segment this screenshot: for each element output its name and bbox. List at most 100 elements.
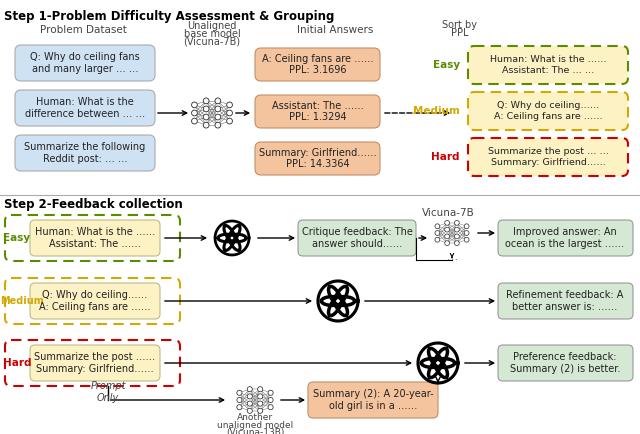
Circle shape (215, 122, 221, 128)
FancyBboxPatch shape (255, 95, 380, 128)
Circle shape (445, 220, 449, 225)
Text: Vicuna-7B: Vicuna-7B (422, 208, 474, 218)
FancyBboxPatch shape (498, 345, 633, 381)
Circle shape (258, 387, 263, 392)
Text: Easy: Easy (3, 233, 31, 243)
Circle shape (247, 401, 252, 406)
Text: Human: What is the
difference between … …: Human: What is the difference between … … (25, 97, 145, 119)
Circle shape (227, 118, 232, 124)
Text: Summarize the post … …
Summary: Girlfriend……: Summarize the post … … Summary: Girlfrie… (488, 147, 609, 167)
Circle shape (204, 122, 209, 128)
Text: Q: Why do ceiling fans
and many larger … …: Q: Why do ceiling fans and many larger …… (30, 52, 140, 74)
Text: Summary (2): A 20-year-
old girl is in a ……: Summary (2): A 20-year- old girl is in a… (313, 389, 433, 411)
Circle shape (204, 98, 209, 104)
Text: Summarize the following
Reddit post: … …: Summarize the following Reddit post: … … (24, 142, 146, 164)
Text: Summarize the post ……
Summary: Girlfriend……: Summarize the post …… Summary: Girlfrien… (35, 352, 156, 374)
Circle shape (247, 394, 252, 399)
Text: (Vicuna-7B): (Vicuna-7B) (184, 37, 241, 47)
Circle shape (237, 398, 242, 403)
Text: Human: What is the ……
Assistant: The … …: Human: What is the …… Assistant: The … … (490, 55, 606, 75)
FancyBboxPatch shape (255, 142, 380, 175)
FancyBboxPatch shape (15, 135, 155, 171)
Text: A: Ceiling fans are ……
PPL: 3.1696: A: Ceiling fans are …… PPL: 3.1696 (262, 54, 373, 76)
Text: Improved answer: An
ocean is the largest ……: Improved answer: An ocean is the largest… (506, 227, 625, 249)
Text: base model: base model (184, 29, 241, 39)
Text: Q: Why do ceiling……
A: Ceiling fans are ……: Q: Why do ceiling…… A: Ceiling fans are … (39, 290, 151, 312)
Circle shape (215, 98, 221, 104)
Text: Critique feedback: The
answer should……: Critique feedback: The answer should…… (301, 227, 412, 249)
Circle shape (445, 234, 449, 239)
Circle shape (247, 408, 252, 413)
Circle shape (215, 106, 221, 112)
Circle shape (237, 390, 242, 395)
Text: Step 2-Feedback collection: Step 2-Feedback collection (4, 198, 183, 211)
Circle shape (435, 224, 440, 229)
Circle shape (258, 394, 263, 399)
Circle shape (258, 401, 263, 406)
Text: PPL: PPL (451, 28, 468, 38)
FancyBboxPatch shape (468, 92, 628, 130)
Text: Summary: Girlfriend……
PPL: 14.3364: Summary: Girlfriend…… PPL: 14.3364 (259, 148, 376, 169)
FancyBboxPatch shape (308, 382, 438, 418)
Circle shape (191, 110, 197, 116)
FancyBboxPatch shape (468, 138, 628, 176)
Circle shape (464, 224, 469, 229)
Text: Medium: Medium (413, 106, 460, 116)
Text: …: … (447, 252, 458, 262)
Circle shape (464, 237, 469, 242)
Text: Refinement feedback: A
better answer is: ……: Refinement feedback: A better answer is:… (506, 290, 624, 312)
Text: Unaligned: Unaligned (188, 21, 237, 31)
Circle shape (215, 114, 221, 120)
FancyBboxPatch shape (468, 46, 628, 84)
Text: unaligned model: unaligned model (217, 421, 293, 430)
Circle shape (435, 237, 440, 242)
Text: Assistant: The ……
PPL: 1.3294: Assistant: The …… PPL: 1.3294 (271, 101, 364, 122)
FancyBboxPatch shape (498, 283, 633, 319)
Text: Hard: Hard (431, 152, 460, 162)
Circle shape (464, 230, 469, 235)
Circle shape (268, 390, 273, 395)
Circle shape (268, 398, 273, 403)
Circle shape (268, 404, 273, 410)
FancyBboxPatch shape (30, 220, 160, 256)
FancyBboxPatch shape (30, 345, 160, 381)
FancyBboxPatch shape (255, 48, 380, 81)
FancyBboxPatch shape (15, 90, 155, 126)
Circle shape (237, 404, 242, 410)
FancyBboxPatch shape (30, 283, 160, 319)
Circle shape (445, 241, 449, 246)
Text: Preference feedback:
Summary (2) is better.: Preference feedback: Summary (2) is bett… (510, 352, 620, 374)
Circle shape (435, 230, 440, 235)
Text: Medium: Medium (0, 296, 44, 306)
FancyBboxPatch shape (5, 278, 180, 324)
Text: Human: What is the ……
Assistant: The ……: Human: What is the …… Assistant: The …… (35, 227, 155, 249)
Circle shape (258, 408, 263, 413)
FancyBboxPatch shape (5, 340, 180, 386)
Text: Sort by: Sort by (442, 20, 477, 30)
Circle shape (454, 241, 460, 246)
Circle shape (454, 220, 460, 225)
Text: Easy: Easy (433, 60, 460, 70)
Circle shape (204, 106, 209, 112)
Circle shape (445, 227, 449, 232)
Circle shape (454, 234, 460, 239)
Text: Step 1-Problem Difficulty Assessment & Grouping: Step 1-Problem Difficulty Assessment & G… (4, 10, 334, 23)
Circle shape (227, 102, 232, 108)
Text: Hard: Hard (3, 358, 31, 368)
Circle shape (247, 387, 252, 392)
Circle shape (204, 114, 209, 120)
FancyBboxPatch shape (5, 215, 180, 261)
Text: Another: Another (237, 414, 273, 423)
Text: Q: Why do ceiling……
A: Ceiling fans are ……: Q: Why do ceiling…… A: Ceiling fans are … (493, 101, 602, 121)
Text: Problem Dataset: Problem Dataset (40, 25, 127, 35)
FancyBboxPatch shape (15, 45, 155, 81)
Circle shape (454, 227, 460, 232)
Circle shape (191, 102, 197, 108)
FancyBboxPatch shape (498, 220, 633, 256)
Text: Prompt
Only: Prompt Only (90, 381, 125, 403)
Text: (Vicuna-13B): (Vicuna-13B) (226, 427, 284, 434)
Circle shape (191, 118, 197, 124)
FancyBboxPatch shape (298, 220, 416, 256)
Circle shape (227, 110, 232, 116)
Text: Initial Answers: Initial Answers (297, 25, 373, 35)
